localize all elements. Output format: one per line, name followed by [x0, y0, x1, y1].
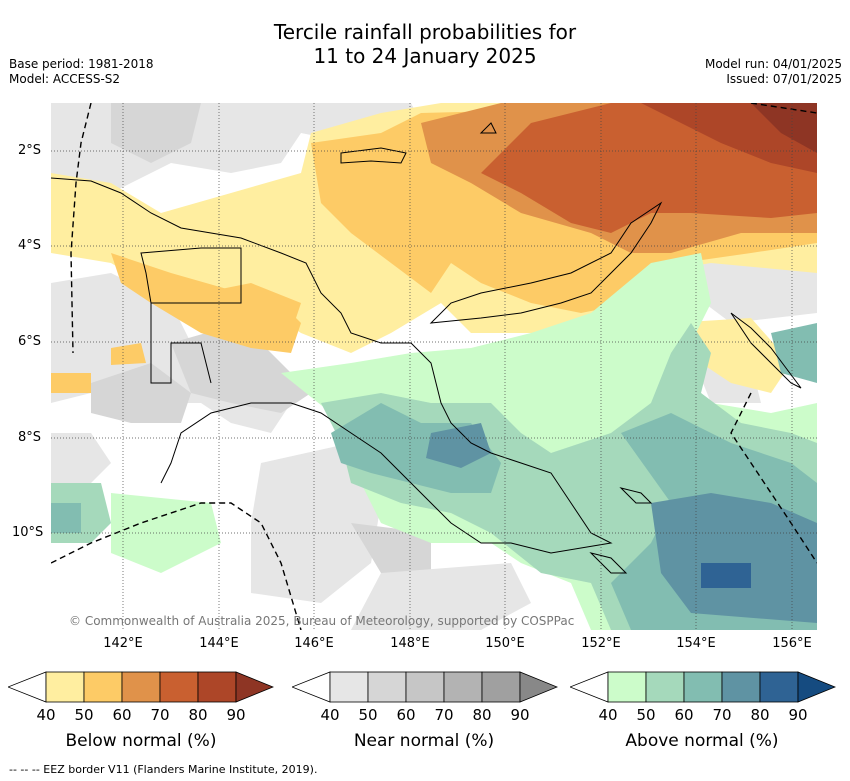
below-tick-50: 50	[74, 706, 94, 724]
swatch-near-70	[405, 671, 445, 703]
above-normal-label: Above normal (%)	[625, 731, 779, 751]
above-tick-60: 60	[674, 706, 694, 724]
below-tick-40: 40	[36, 706, 56, 724]
colorbar-below-normal	[6, 671, 275, 707]
colorbar-below-svg	[6, 671, 275, 703]
swatch-above-50	[607, 671, 647, 703]
colorbar-above-normal	[568, 671, 837, 707]
lon-tick-150e: 150°E	[485, 636, 525, 651]
swatch-below-90	[197, 671, 237, 703]
swatch-below-60	[83, 671, 123, 703]
above-tick-90: 90	[788, 706, 808, 724]
swatch-above-70	[683, 671, 723, 703]
swatch-near-90	[481, 671, 521, 703]
near-tick-40: 40	[320, 706, 340, 724]
colorbar-near-svg	[290, 671, 559, 703]
issued-date: Issued: 07/01/2025	[726, 72, 842, 86]
above-tick-40: 40	[598, 706, 618, 724]
near-tick-90: 90	[510, 706, 530, 724]
swatch-above-60	[645, 671, 685, 703]
swatch-above-max	[797, 671, 837, 703]
lon-tick-142e: 142°E	[103, 636, 143, 651]
near-tick-60: 60	[396, 706, 416, 724]
swatch-near-80	[443, 671, 483, 703]
lat-tick-8s: 8°S	[18, 430, 42, 445]
below-tick-70: 70	[150, 706, 170, 724]
colorbar-near-normal	[290, 671, 559, 707]
near-tick-80: 80	[472, 706, 492, 724]
base-period: Base period: 1981-2018	[9, 57, 154, 71]
above-tick-80: 80	[750, 706, 770, 724]
swatch-below-80	[159, 671, 199, 703]
below-tick-80: 80	[188, 706, 208, 724]
colorbar-above-svg	[568, 671, 837, 703]
swatch-near-max	[519, 671, 559, 703]
swatch-near-60	[367, 671, 407, 703]
copyright-notice: © Commonwealth of Australia 2025, Bureau…	[69, 614, 575, 628]
chart-title: Tercile rainfall probabilities for 11 to…	[0, 20, 850, 68]
swatch-above-90	[759, 671, 799, 703]
near-normal-label: Near normal (%)	[353, 731, 495, 751]
swatch-above-80	[721, 671, 761, 703]
lat-tick-6s: 6°S	[18, 334, 42, 349]
below-tick-60: 60	[112, 706, 132, 724]
above-tick-50: 50	[636, 706, 656, 724]
near-tick-70: 70	[434, 706, 454, 724]
eez-footnote: -- -- -- EEZ border V11 (Flanders Marine…	[9, 763, 318, 776]
near-tick-50: 50	[358, 706, 378, 724]
coastlines	[51, 122, 802, 574]
below-normal-label: Below normal (%)	[65, 731, 217, 751]
map-canvas	[51, 103, 817, 630]
model-name: Model: ACCESS-S2	[9, 72, 121, 86]
model-run: Model run: 04/01/2025	[704, 57, 842, 71]
title-line-2: 11 to 24 January 2025	[313, 44, 537, 68]
meta-right: Model run: 04/01/2025 Issued: 07/01/2025	[705, 57, 842, 87]
above-tick-70: 70	[712, 706, 732, 724]
below-tick-90: 90	[226, 706, 246, 724]
swatch-near-50	[329, 671, 369, 703]
meta-left: Base period: 1981-2018 Model: ACCESS-S2	[9, 57, 154, 87]
title-line-1: Tercile rainfall probabilities for	[273, 20, 577, 44]
swatch-below-max	[235, 671, 275, 703]
eez-borders	[51, 103, 817, 630]
lon-tick-152e: 152°E	[581, 636, 621, 651]
lat-tick-2s: 2°S	[18, 143, 42, 158]
lat-tick-10s: 10°S	[12, 525, 44, 540]
above-normal-regions	[51, 253, 817, 630]
lon-tick-156e: 156°E	[772, 636, 812, 651]
lat-tick-4s: 4°S	[18, 238, 42, 253]
lon-tick-146e: 146°E	[294, 636, 334, 651]
graticule	[51, 103, 817, 630]
lon-tick-144e: 144°E	[199, 636, 239, 651]
swatch-below-50	[45, 671, 85, 703]
lon-tick-148e: 148°E	[390, 636, 430, 651]
lon-tick-154e: 154°E	[676, 636, 716, 651]
probability-map	[51, 103, 817, 630]
swatch-below-70	[121, 671, 161, 703]
